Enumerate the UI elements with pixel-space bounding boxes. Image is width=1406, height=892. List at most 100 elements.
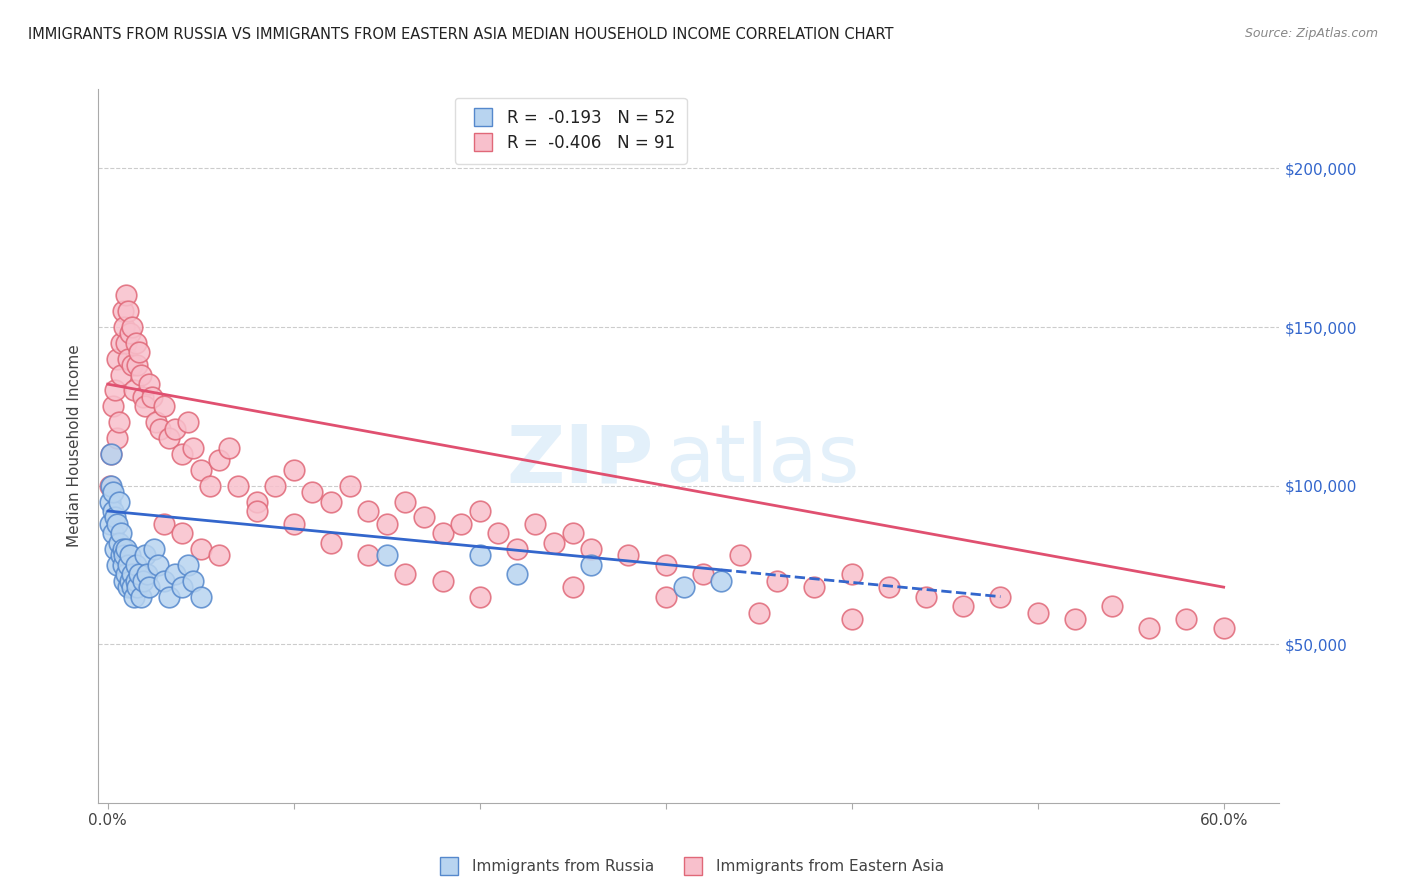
Point: [111, 304, 134, 318]
Point: [412, 510, 434, 524]
Point: [617, 549, 640, 563]
Point: [121, 580, 143, 594]
Point: [190, 542, 212, 557]
Point: [111, 558, 134, 572]
Point: [110, 526, 132, 541]
Point: [115, 567, 138, 582]
Point: [115, 335, 138, 350]
Point: [450, 516, 472, 531]
Point: [152, 400, 174, 414]
Point: [138, 580, 160, 594]
Point: [134, 549, 156, 563]
Point: [118, 326, 141, 341]
Point: [129, 368, 152, 382]
Point: [117, 580, 139, 594]
Point: [114, 320, 136, 334]
Point: [766, 574, 789, 588]
Point: [728, 549, 751, 563]
Text: ZIP: ZIP: [506, 421, 654, 500]
Point: [121, 358, 143, 372]
Point: [877, 580, 900, 594]
Point: [1175, 612, 1198, 626]
Point: [301, 485, 323, 500]
Point: [172, 580, 194, 594]
Point: [468, 549, 491, 563]
Point: [357, 549, 380, 563]
Point: [103, 504, 125, 518]
Point: [1101, 599, 1123, 614]
Point: [748, 606, 770, 620]
Point: [105, 351, 128, 366]
Point: [486, 526, 509, 541]
Text: IMMIGRANTS FROM RUSSIA VS IMMIGRANTS FROM EASTERN ASIA MEDIAN HOUSEHOLD INCOME C: IMMIGRANTS FROM RUSSIA VS IMMIGRANTS FRO…: [28, 27, 894, 42]
Point: [990, 590, 1012, 604]
Point: [111, 542, 134, 557]
Point: [124, 335, 146, 350]
Point: [122, 590, 145, 604]
Point: [803, 580, 825, 594]
Point: [432, 526, 454, 541]
Point: [114, 549, 136, 563]
Point: [339, 478, 361, 492]
Point: [138, 377, 160, 392]
Point: [1137, 621, 1160, 635]
Point: [105, 558, 128, 572]
Point: [692, 567, 714, 582]
Point: [208, 549, 231, 563]
Point: [98, 494, 121, 508]
Point: [108, 494, 131, 508]
Point: [157, 590, 180, 604]
Point: [181, 574, 204, 588]
Point: [952, 599, 974, 614]
Point: [561, 526, 583, 541]
Point: [283, 516, 305, 531]
Point: [124, 558, 146, 572]
Point: [104, 384, 127, 398]
Point: [100, 478, 122, 492]
Point: [710, 574, 733, 588]
Point: [129, 590, 152, 604]
Point: [108, 415, 131, 429]
Point: [245, 504, 267, 518]
Point: [132, 390, 155, 404]
Point: [115, 288, 138, 302]
Point: [1026, 606, 1049, 620]
Point: [198, 478, 221, 492]
Point: [98, 516, 121, 531]
Point: [146, 558, 169, 572]
Point: [190, 463, 212, 477]
Point: [654, 590, 676, 604]
Point: [172, 447, 194, 461]
Point: [127, 358, 149, 372]
Point: [134, 400, 156, 414]
Point: [157, 431, 180, 445]
Point: [127, 580, 149, 594]
Point: [218, 441, 240, 455]
Point: [104, 542, 127, 557]
Point: [394, 494, 416, 508]
Legend: Immigrants from Russia, Immigrants from Eastern Asia: Immigrants from Russia, Immigrants from …: [427, 854, 950, 880]
Point: [163, 421, 186, 435]
Point: [176, 415, 198, 429]
Point: [110, 549, 132, 563]
Point: [98, 478, 121, 492]
Y-axis label: Median Household Income: Median Household Income: [67, 344, 83, 548]
Point: [103, 400, 125, 414]
Point: [141, 390, 163, 404]
Point: [118, 549, 141, 563]
Point: [108, 535, 131, 549]
Point: [654, 558, 676, 572]
Point: [128, 567, 150, 582]
Point: [1063, 612, 1085, 626]
Point: [581, 542, 603, 557]
Point: [105, 431, 128, 445]
Point: [152, 574, 174, 588]
Point: [319, 494, 342, 508]
Text: Source: ZipAtlas.com: Source: ZipAtlas.com: [1244, 27, 1378, 40]
Point: [524, 516, 547, 531]
Point: [100, 447, 122, 461]
Point: [506, 567, 529, 582]
Point: [841, 612, 863, 626]
Point: [103, 526, 125, 541]
Point: [176, 558, 198, 572]
